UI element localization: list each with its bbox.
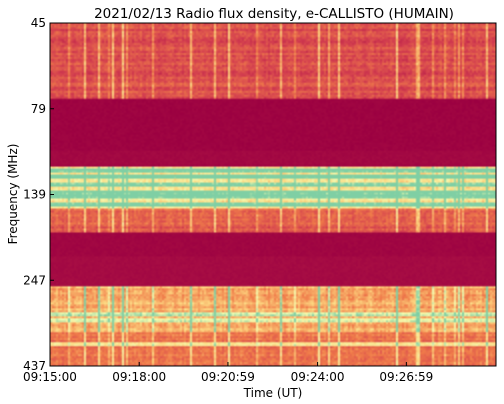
x-tick-label: 09:26:59 <box>379 370 433 384</box>
y-tick-label: 45 <box>31 16 46 30</box>
x-tick-label: 09:24:00 <box>291 370 345 384</box>
y-tick-label: 437 <box>23 359 46 373</box>
y-tick-label: 79 <box>31 102 46 116</box>
x-tick-label: 09:18:00 <box>112 370 166 384</box>
x-axis: 09:15:00 09:18:00 09:20:59 09:24:00 09:26:59 <box>23 362 433 384</box>
y-axis-label: Frequency (MHz) <box>6 144 20 245</box>
chart-title: 2021/02/13 Radio flux density, e-CALLIST… <box>94 6 454 22</box>
spectrogram-heatmap <box>50 23 496 366</box>
x-tick-label: 09:20:59 <box>201 370 255 384</box>
x-axis-label: Time (UT) <box>243 386 303 400</box>
x-tick-label: 09:15:00 <box>23 370 77 384</box>
y-tick-label: 139 <box>23 188 46 202</box>
y-tick-label: 247 <box>23 273 46 287</box>
y-axis: 45 79 139 247 437 <box>23 16 54 373</box>
plot-area <box>49 22 497 367</box>
